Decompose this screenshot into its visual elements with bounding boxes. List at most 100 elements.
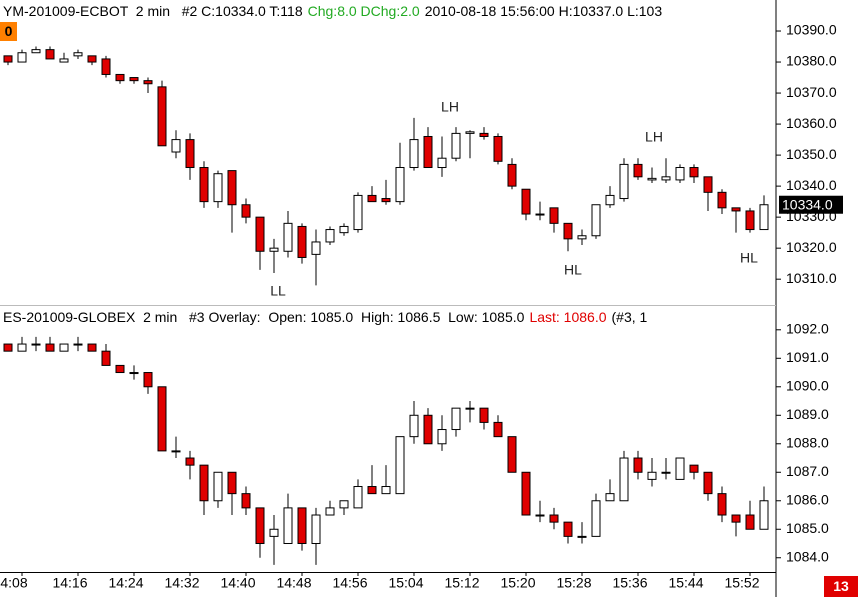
y-tick-label: 1090.0	[786, 377, 829, 393]
candle-body	[31, 49, 41, 54]
candle-body	[661, 471, 671, 474]
candle-body	[269, 528, 279, 537]
candle-body	[143, 372, 153, 388]
x-tick-label: 14:56	[332, 575, 367, 591]
y-tick-label: 10360.0	[786, 115, 837, 131]
candle-body	[605, 493, 615, 502]
candle-body	[115, 364, 125, 374]
swing-annotation: LL	[270, 283, 286, 299]
candle-body	[577, 235, 587, 240]
candle-body	[185, 139, 195, 169]
candle-body	[591, 204, 601, 237]
candle-body	[395, 167, 405, 203]
candle-body	[409, 139, 419, 169]
candle-body	[115, 73, 125, 82]
candle-body	[437, 157, 447, 169]
y-tick-label: 1085.0	[786, 520, 829, 536]
header-segment: 2010-08-18 15:56:00 H:10337.0 L:103	[425, 3, 663, 19]
badge-text: 0	[5, 23, 13, 39]
x-tick-label: 15:12	[444, 575, 479, 591]
candle-body	[661, 176, 671, 181]
candle-body	[451, 407, 461, 431]
candle-body	[689, 464, 699, 473]
y-tick-label: 1091.0	[786, 349, 829, 365]
header-segment: ES-201009-GLOBEX 2 min #3 Overlay: Open:…	[3, 309, 525, 325]
candle-body	[297, 225, 307, 258]
x-tick-label: 14:48	[276, 575, 311, 591]
candle-body	[255, 507, 265, 545]
candle-body	[213, 471, 223, 502]
candle-body	[535, 213, 545, 216]
candle-body	[479, 132, 489, 137]
y-tick-label: 1087.0	[786, 463, 829, 479]
candle-body	[129, 77, 139, 82]
candle-body	[745, 210, 755, 231]
candle-body	[549, 207, 559, 224]
candle-body	[745, 514, 755, 530]
swing-annotation: LH	[441, 99, 459, 115]
candle-body	[535, 514, 545, 517]
candle-body	[717, 191, 727, 209]
candle-body	[325, 507, 335, 516]
candle-body	[703, 176, 713, 193]
x-tick-label: 4:08	[0, 575, 27, 591]
candle-body	[283, 222, 293, 252]
header-segment: YM-201009-ECBOT 2 min #2 C:10334.0 T:118	[3, 3, 303, 19]
candle-body	[437, 429, 447, 445]
candle-body	[87, 55, 97, 63]
candle-body	[689, 167, 699, 178]
candle-body	[73, 52, 83, 57]
candle-body	[353, 194, 363, 231]
candle-body	[493, 421, 503, 438]
candle-body	[129, 372, 139, 375]
x-tick-label: 15:36	[612, 575, 647, 591]
candle-body	[563, 521, 573, 537]
panel-header: YM-201009-ECBOT 2 min #2 C:10334.0 T:118…	[3, 3, 662, 19]
plot-area: ES-201009-GLOBEX 2 min #3 Overlay: Open:…	[3, 309, 769, 565]
y-tick-label: 1089.0	[786, 406, 829, 422]
candle-body	[157, 86, 167, 147]
candle-body	[465, 407, 475, 410]
y-tick-label: 10370.0	[786, 84, 837, 100]
candle-body	[451, 132, 461, 159]
candle-body	[157, 386, 167, 452]
candle-body	[87, 343, 97, 352]
candle-body	[171, 139, 181, 153]
candle-body	[521, 471, 531, 516]
y-tick-label: 10390.0	[786, 22, 837, 38]
candle-body	[647, 471, 657, 480]
candle-body	[479, 407, 489, 423]
y-tick-label: 10380.0	[786, 53, 837, 69]
candle-body	[703, 471, 713, 495]
badge-text: 13	[833, 578, 849, 594]
candle-body	[423, 414, 433, 445]
swing-annotation: LH	[645, 129, 663, 145]
y-tick-label: 10350.0	[786, 146, 837, 162]
candle-body	[353, 486, 363, 509]
candle-body	[3, 55, 13, 63]
candle-body	[507, 163, 517, 187]
candle-body	[731, 514, 741, 523]
swing-annotation: HL	[564, 262, 582, 278]
candle-body	[381, 486, 391, 495]
x-tick-label: 15:44	[668, 575, 703, 591]
plot-area: YM-201009-ECBOT 2 min #2 C:10334.0 T:118…	[3, 3, 769, 299]
candle-body	[675, 167, 685, 181]
y-tick-label: 1088.0	[786, 434, 829, 450]
candle-body	[591, 500, 601, 537]
candle-body	[549, 514, 559, 523]
candle-body	[171, 450, 181, 453]
candle-body	[759, 204, 769, 231]
y-tick-label: 1084.0	[786, 548, 829, 564]
x-tick-label: 14:40	[220, 575, 255, 591]
candle-body	[59, 58, 69, 63]
header-segment: Last: 1086.0	[529, 309, 606, 325]
x-tick-label: 14:24	[108, 575, 143, 591]
x-tick-label: 15:28	[556, 575, 591, 591]
candle-body	[675, 457, 685, 480]
x-tick-label: 15:52	[724, 575, 759, 591]
candle-body	[577, 535, 587, 538]
candle-body	[731, 207, 741, 212]
